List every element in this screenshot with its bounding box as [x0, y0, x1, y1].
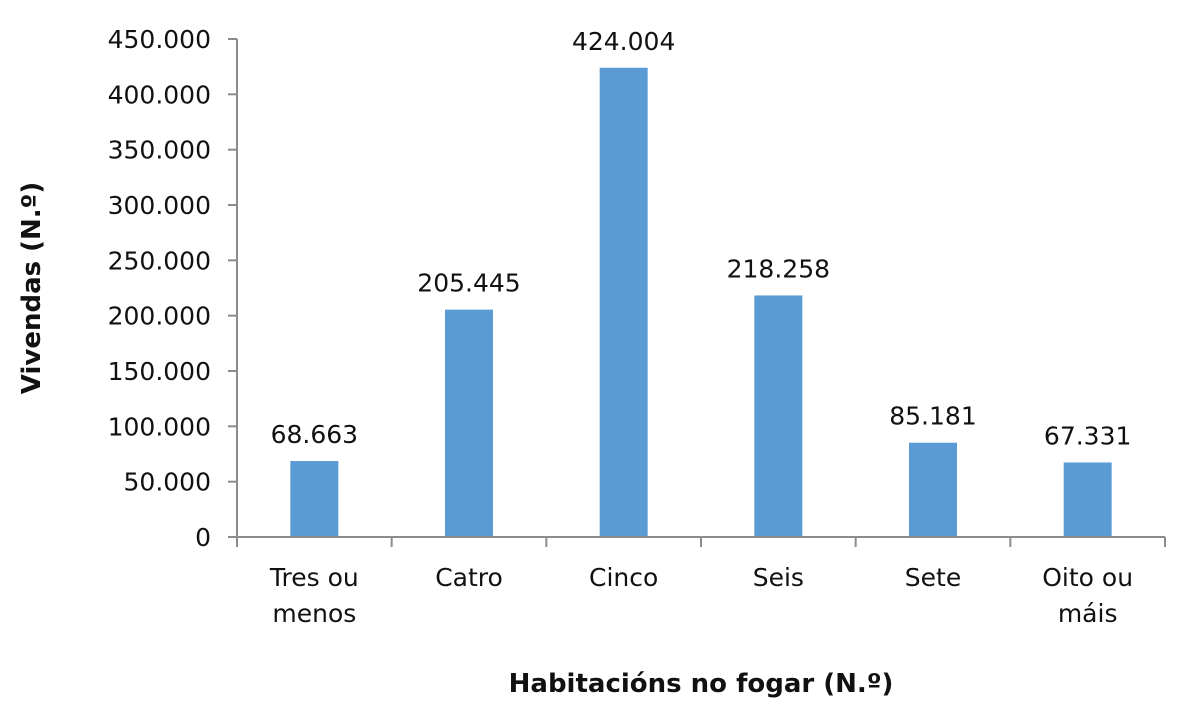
y-tick-label: 250.000: [108, 246, 211, 275]
bar: [754, 295, 803, 537]
y-tick-label: 450.000: [108, 25, 211, 54]
x-tick-label: menos: [272, 599, 356, 628]
y-tick-label: 150.000: [108, 357, 211, 386]
y-tick-label: 0: [195, 523, 211, 552]
x-axis: Tres ou menos Catro Cinco Seis Sete Oito ou mái…: [236, 536, 1166, 628]
data-label: 218.258: [727, 254, 830, 283]
y-tick-label: 400.000: [108, 80, 211, 109]
y-tick-label: 50.000: [124, 468, 211, 497]
x-tick-label: Seis: [753, 563, 804, 592]
y-tick-label: 200.000: [108, 302, 211, 331]
y-tick-label: 300.000: [108, 191, 211, 220]
x-axis-title: Habitacións no fogar (N.º): [509, 669, 894, 699]
x-tick-label: Cinco: [589, 563, 658, 592]
bar: [1063, 462, 1112, 537]
x-tick-label: Tres ou: [269, 563, 359, 592]
x-tick-label: máis: [1058, 599, 1118, 628]
data-label: 68.663: [271, 420, 358, 449]
bar: [290, 461, 339, 537]
y-tick-label: 100.000: [108, 412, 211, 441]
x-tick-label: Oito ou: [1042, 563, 1133, 592]
bar: [599, 67, 648, 537]
y-tick-label: 350.000: [108, 136, 211, 165]
bars: 68.663 205.445 424.004 218.258 85.181 67.331: [271, 27, 1131, 537]
data-label: 205.445: [417, 269, 520, 298]
y-axis-title: Vivendas (N.º): [17, 182, 47, 394]
data-label: 424.004: [572, 27, 675, 56]
bar: [445, 309, 493, 537]
data-label: 85.181: [889, 402, 976, 431]
x-tick-label: Sete: [905, 563, 961, 592]
data-label: 67.331: [1044, 421, 1131, 450]
bar: [909, 442, 957, 537]
y-axis-ticks: 0 50.000 100.000 150.000 200.000 250.000 300.0…: [108, 25, 238, 552]
x-tick-label: Catro: [435, 563, 503, 592]
